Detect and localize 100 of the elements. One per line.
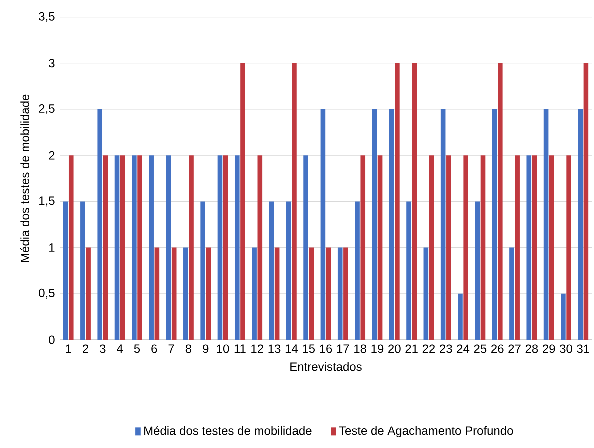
- bar: [372, 110, 378, 340]
- bar: [149, 156, 154, 340]
- x-tick-label: 12: [252, 344, 264, 354]
- x-tick-label: 29: [543, 344, 556, 354]
- x-axis-title: Entrevistados: [290, 362, 362, 372]
- bar: [578, 110, 584, 340]
- x-tick-label: 2: [83, 344, 88, 354]
- bar: [223, 156, 228, 340]
- bar: [532, 156, 538, 340]
- bar: [269, 202, 274, 340]
- x-tick-label: 25: [474, 344, 487, 354]
- bar: [252, 248, 257, 340]
- x-tick-label: 26: [492, 344, 504, 354]
- bar: [424, 248, 429, 340]
- y-tick-label: 1: [50, 244, 55, 252]
- y-tick-label: 2: [49, 151, 55, 160]
- bar: [200, 202, 206, 340]
- bar: [292, 63, 297, 340]
- bar: [114, 156, 120, 340]
- x-tick-label: 15: [303, 344, 316, 354]
- bar: [234, 156, 240, 340]
- bar: [304, 156, 308, 340]
- bar: [240, 63, 246, 340]
- x-tick-label: 21: [406, 344, 418, 354]
- y-tick-label: 0: [49, 336, 55, 344]
- bar: [510, 248, 514, 340]
- bar: [561, 294, 566, 340]
- bar: [138, 156, 142, 340]
- bar: [549, 156, 554, 340]
- y-tick-label: 3: [49, 59, 55, 68]
- bar: [360, 156, 366, 340]
- x-tick-label: 22: [422, 344, 436, 354]
- bar: [544, 110, 549, 340]
- x-tick-label: 23: [440, 344, 452, 354]
- x-tick-label: 24: [457, 344, 470, 354]
- bar: [63, 202, 68, 340]
- x-tick-label: 28: [526, 344, 538, 354]
- x-tick-label: 7: [168, 344, 174, 353]
- bar: [172, 248, 177, 340]
- bar: [166, 156, 172, 340]
- bar: [584, 63, 589, 340]
- x-tick-label: 20: [388, 344, 401, 354]
- bar: [566, 156, 572, 340]
- bar: [446, 156, 452, 340]
- bar: [309, 248, 314, 340]
- bar: [326, 248, 332, 340]
- x-tick-label: 10: [217, 344, 230, 354]
- bar: [406, 202, 412, 340]
- bar: [480, 156, 486, 340]
- bar: [389, 110, 394, 340]
- bar: [68, 156, 74, 340]
- y-tick-label: 2,5: [39, 104, 55, 114]
- bar: [338, 248, 343, 340]
- bar: [274, 248, 280, 340]
- bar: [492, 110, 498, 340]
- x-tick-label: 17: [337, 344, 350, 353]
- bar: [189, 156, 194, 340]
- bar: [344, 248, 348, 340]
- x-tick-label: 19: [372, 344, 384, 354]
- bar: [258, 156, 263, 340]
- bar: [458, 294, 463, 340]
- x-tick-label: 4: [117, 344, 124, 353]
- legend-label: Teste de Agachamento Profundo: [339, 426, 514, 438]
- y-tick-label: 1,5: [40, 196, 55, 207]
- bar: [86, 248, 91, 340]
- x-tick-label: 30: [560, 344, 572, 354]
- x-tick-label: 3: [100, 344, 106, 354]
- x-tick-label: 16: [320, 344, 332, 354]
- x-tick-label: 1: [66, 344, 72, 353]
- bar: [429, 156, 434, 340]
- bar: [498, 63, 503, 340]
- x-tick-label: 8: [186, 344, 192, 354]
- bar: [355, 202, 360, 340]
- y-tick-label: 3,5: [39, 12, 55, 22]
- bar: [218, 156, 223, 340]
- x-tick-label: 9: [203, 344, 209, 354]
- y-axis-title: Média dos testes de mobilidade: [20, 94, 30, 262]
- y-tick-label: 0,5: [39, 288, 55, 299]
- bar: [206, 248, 212, 340]
- x-tick-label: 13: [268, 344, 281, 354]
- bar: [515, 156, 520, 340]
- legend-label: Média dos testes de mobilidade: [144, 426, 312, 436]
- bar: [412, 63, 418, 340]
- x-tick-label: 31: [577, 344, 590, 354]
- bar: [120, 156, 126, 340]
- bar: [526, 156, 532, 340]
- bar: [98, 110, 103, 340]
- bar: [103, 156, 108, 340]
- bar: [475, 202, 480, 340]
- x-tick-label: 14: [286, 344, 298, 353]
- bar: [132, 156, 137, 340]
- bar: [395, 63, 400, 340]
- x-tick-label: 5: [134, 344, 140, 354]
- bar: [154, 248, 160, 340]
- bar: [80, 202, 86, 340]
- x-tick-label: 6: [152, 344, 158, 354]
- bar: [286, 202, 292, 340]
- bar: [320, 110, 326, 340]
- bar: [440, 110, 446, 340]
- bar: [464, 156, 468, 340]
